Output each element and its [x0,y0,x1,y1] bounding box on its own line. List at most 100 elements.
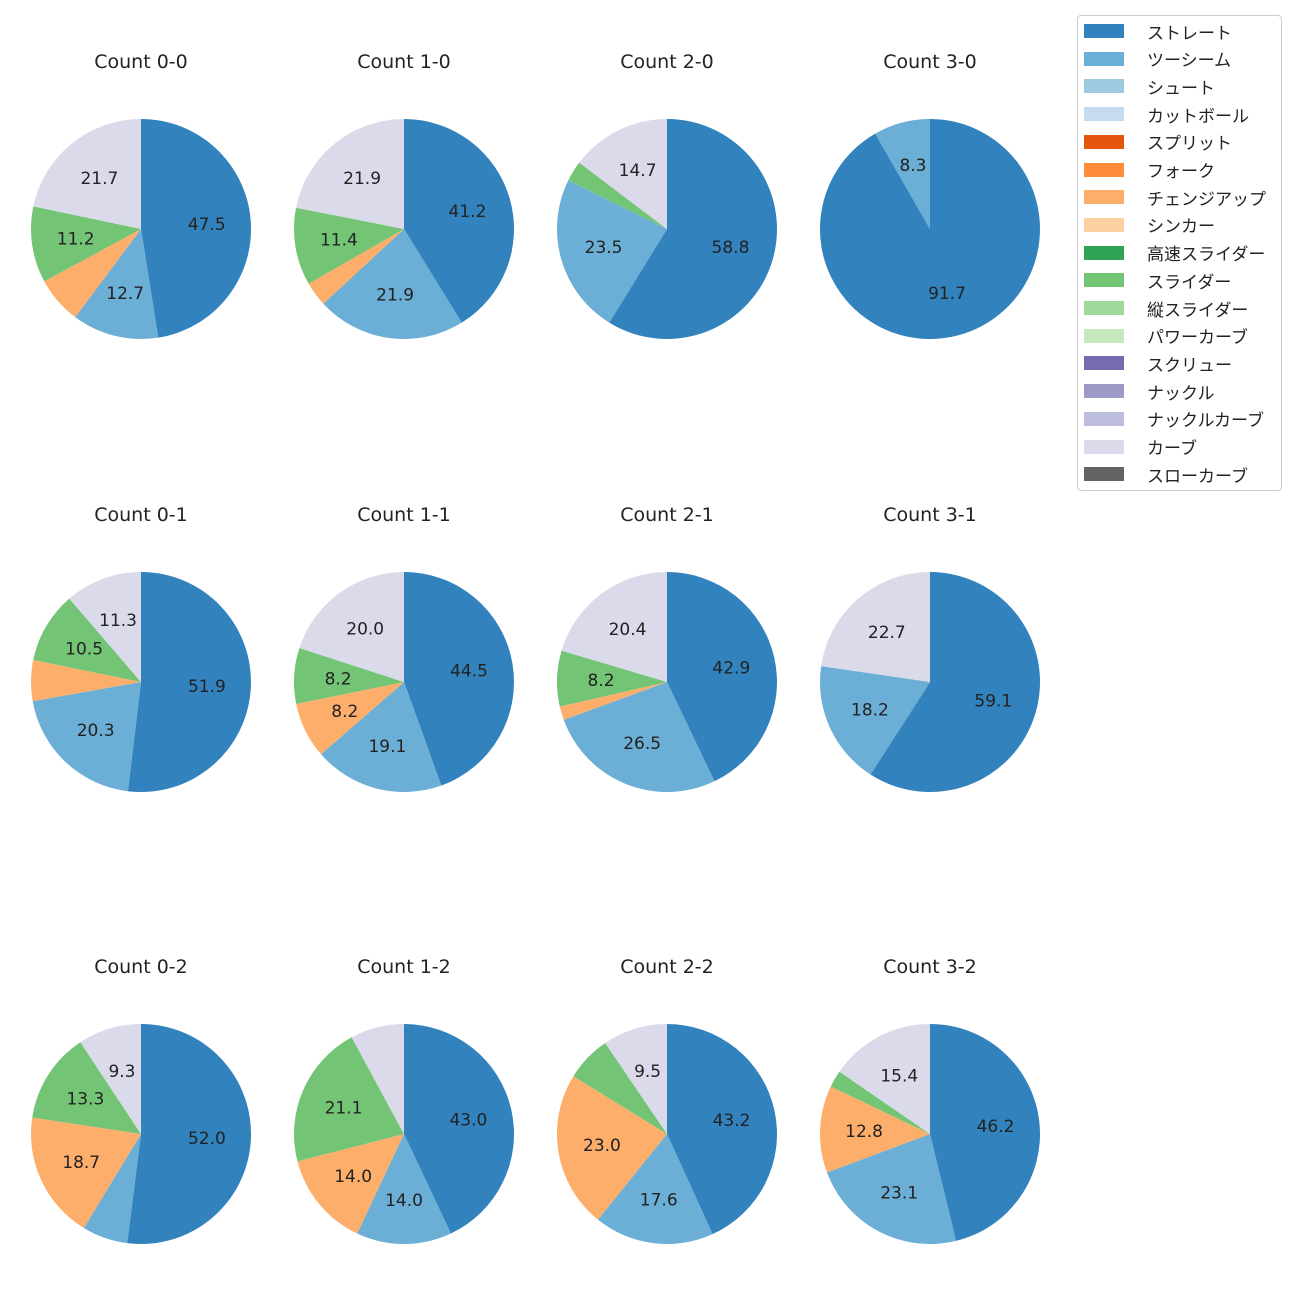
pie-slice [297,1134,404,1234]
legend-item: ツーシーム [1084,49,1232,72]
pie-slice [561,571,667,682]
pie-slice [579,119,667,229]
pie-slice-label: 20.3 [77,721,115,741]
pie-slice-label: 18.7 [62,1153,100,1173]
pie-count-0-1: Count 0-1 51.9 20.3 10.5 11.3 [31,504,251,792]
legend-item: フォーク [1084,160,1215,182]
pie-title: Count 0-0 [94,51,188,73]
legend-label: スプリット [1147,134,1232,155]
pie-slice-label: 20.4 [609,620,647,640]
pie-slice-label: 21.9 [376,285,414,305]
legend-label: ツーシーム [1147,51,1232,72]
pie-slice-label: 58.8 [712,238,750,258]
pie-slice [308,229,404,304]
pie-slice-label: 15.4 [880,1067,918,1087]
pie-slice-label: 8.2 [325,669,352,689]
pie-slice [323,229,462,339]
legend-item: ストレート [1084,21,1232,44]
legend-item: 高速スライダー [1084,243,1265,265]
pie-slice [294,648,404,704]
pie-slice [568,162,667,229]
pie-slice-label: 8.3 [899,156,926,176]
legend-label: ナックルカーブ [1147,411,1264,432]
legend-swatch [1084,24,1124,38]
legend-label: ナックル [1147,383,1215,404]
pie-slice [31,1117,141,1228]
legend-item: カーブ [1084,437,1197,459]
pie-slice [820,1086,930,1173]
pie-slice-label: 8.2 [331,702,358,722]
pie-slice-label: 9.5 [634,1062,661,1082]
pie-slice [321,682,442,793]
pie-slice [821,572,930,682]
pie-slice [141,118,252,338]
legend-item: シュート [1084,76,1215,99]
legend-swatch [1084,107,1124,122]
legend-label: スクリュー [1147,355,1232,376]
pie-count-3-0: Count 3-0 91.7 8.3 [819,51,1040,339]
pie-slice [556,1076,667,1220]
pie-slice-label: 12.7 [106,284,144,304]
pie-slice-label: 47.5 [188,215,226,235]
pie-slice-label: 23.0 [583,1136,621,1156]
legend-label: カーブ [1147,439,1197,459]
pie-slice-label: 11.4 [320,231,358,251]
pie-title: Count 1-2 [357,956,451,978]
legend-swatch [1084,467,1124,482]
pie-slice-label: 17.6 [640,1190,678,1210]
pie-count-0-2: Count 0-2 52.0 18.7 13.39.3 [31,956,252,1244]
pie-title: Count 2-1 [620,504,714,526]
legend-item: スプリット [1084,132,1232,155]
pie-slice [357,1134,451,1245]
pie-slice [44,229,141,318]
pie-slice [31,660,142,702]
pie-count-1-0: Count 1-0 41.2 21.9 11.4 21.9 [293,51,515,339]
pie-slice-label: 43.0 [449,1111,487,1131]
pie-slice [32,1042,141,1134]
pie-slice [559,682,667,720]
legend-swatch [1084,134,1124,149]
legend-item: シンカー [1084,215,1215,238]
pie-slice-label: 41.2 [449,202,487,222]
pie-count-2-1: Count 2-1 42.9 26.5 8.2 20.4 [556,504,777,792]
pie-slice [296,119,404,229]
pie-slice [573,1043,667,1134]
pie-slice [293,207,404,284]
pie-slice [556,650,667,707]
pie-slice-label: 14.7 [619,161,657,181]
legend-swatch [1084,51,1124,66]
pie-slice-label: 51.9 [188,677,226,697]
pie-title: Count 1-1 [357,504,451,526]
legend-item: スライダー [1084,270,1231,293]
legend-swatch [1084,411,1124,426]
pie-count-1-2: Count 1-2 43.0 14.0 14.0 21.1 [294,956,515,1245]
pie-slice [667,572,777,782]
pie-slice-label: 43.2 [713,1111,751,1131]
pie-title: Count 0-2 [94,956,188,978]
pie-title: Count 1-0 [357,51,451,73]
pie-slice [404,572,515,786]
pie-slice-label: 42.9 [712,658,750,678]
pie-slice [597,1134,713,1244]
pie-slice-label: 14.0 [334,1167,372,1187]
legend-label: パワーカーブ [1147,328,1248,349]
pie-slice [404,1024,515,1234]
pie-slice-label: 20.0 [346,620,384,640]
pie-count-2-0: Count 2-0 58.8 23.5 14.7 [557,51,777,339]
pie-slice [563,682,715,792]
pie-count-2-2: Count 2-2 43.2 17.6 23.0 9.5 [556,956,777,1244]
pie-title: Count 3-2 [883,956,977,978]
legend-item: カットボール [1084,104,1249,127]
legend-label: 縦スライダー [1147,300,1249,321]
legend-item: 縦スライダー [1084,298,1249,321]
legend-label: シュート [1147,78,1215,99]
legend-swatch [1084,190,1124,205]
legend-item: ナックルカーブ [1084,409,1264,432]
legend-swatch [1084,384,1124,399]
pie-slice [870,572,1041,792]
legend-label: シンカー [1147,217,1215,238]
pie-slice-label: 11.3 [99,611,137,631]
pie-title: Count 2-2 [620,956,714,978]
pie-slice [296,682,404,755]
